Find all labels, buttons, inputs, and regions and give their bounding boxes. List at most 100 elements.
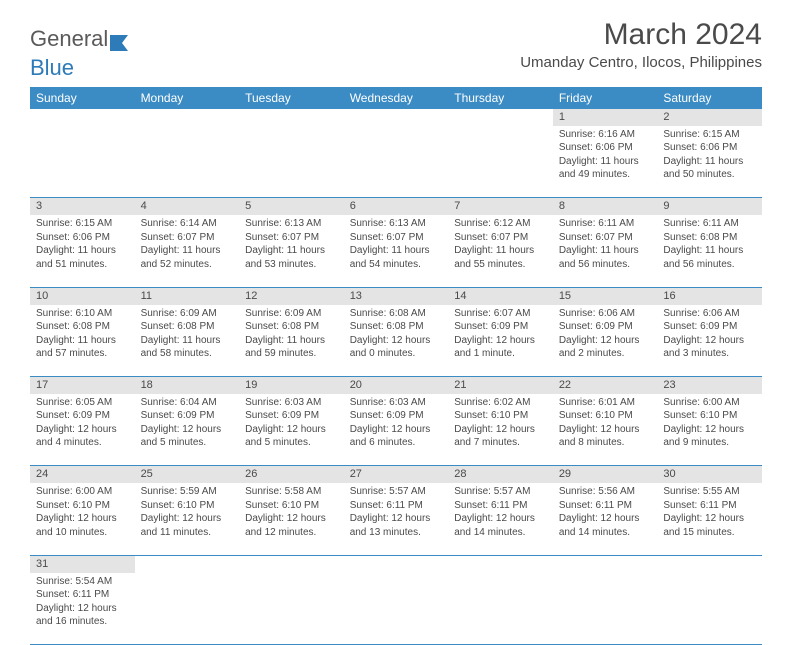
daylight-text: Daylight: 12 hours and 6 minutes.	[350, 423, 443, 450]
daylight-text: Daylight: 12 hours and 14 minutes.	[454, 512, 547, 539]
day-cell: Sunrise: 5:58 AMSunset: 6:10 PMDaylight:…	[239, 483, 344, 555]
day-number-cell	[448, 555, 553, 572]
daylight-text: Daylight: 12 hours and 0 minutes.	[350, 334, 443, 361]
day-number-cell: 30	[657, 466, 762, 483]
sunrise-text: Sunrise: 6:16 AM	[559, 128, 652, 142]
day-cell: Sunrise: 5:57 AMSunset: 6:11 PMDaylight:…	[448, 483, 553, 555]
day-number-cell	[344, 555, 449, 572]
weekday-header: Thursday	[448, 87, 553, 109]
day-number-cell: 15	[553, 287, 658, 304]
day-number-cell: 27	[344, 466, 449, 483]
daylight-text: Daylight: 12 hours and 1 minute.	[454, 334, 547, 361]
weekday-header: Tuesday	[239, 87, 344, 109]
day-number-cell: 2	[657, 109, 762, 126]
sunrise-text: Sunrise: 6:03 AM	[350, 396, 443, 410]
sunset-text: Sunset: 6:08 PM	[350, 320, 443, 334]
sunset-text: Sunset: 6:06 PM	[663, 141, 756, 155]
day-number-cell: 14	[448, 287, 553, 304]
sunrise-text: Sunrise: 5:56 AM	[559, 485, 652, 499]
sunrise-text: Sunrise: 5:57 AM	[350, 485, 443, 499]
logo-flag-icon	[110, 31, 134, 47]
sunrise-text: Sunrise: 5:57 AM	[454, 485, 547, 499]
day-number-row: 17181920212223	[30, 377, 762, 394]
day-number-cell	[553, 555, 658, 572]
day-number-cell: 5	[239, 198, 344, 215]
sunrise-text: Sunrise: 6:15 AM	[663, 128, 756, 142]
day-cell-content: Sunrise: 5:58 AMSunset: 6:10 PMDaylight:…	[239, 483, 344, 543]
sunset-text: Sunset: 6:07 PM	[454, 231, 547, 245]
day-number-cell: 16	[657, 287, 762, 304]
sunrise-text: Sunrise: 6:15 AM	[36, 217, 129, 231]
daylight-text: Daylight: 12 hours and 7 minutes.	[454, 423, 547, 450]
day-number-cell	[239, 555, 344, 572]
day-cell	[448, 573, 553, 645]
daylight-text: Daylight: 12 hours and 11 minutes.	[141, 512, 234, 539]
weekday-header: Saturday	[657, 87, 762, 109]
calendar-table: Sunday Monday Tuesday Wednesday Thursday…	[30, 87, 762, 645]
day-cell-content: Sunrise: 6:15 AMSunset: 6:06 PMDaylight:…	[30, 215, 135, 275]
day-number-cell: 6	[344, 198, 449, 215]
day-cell-content: Sunrise: 6:05 AMSunset: 6:09 PMDaylight:…	[30, 394, 135, 454]
sunset-text: Sunset: 6:10 PM	[36, 499, 129, 513]
daylight-text: Daylight: 12 hours and 3 minutes.	[663, 334, 756, 361]
daylight-text: Daylight: 12 hours and 9 minutes.	[663, 423, 756, 450]
day-number-cell: 8	[553, 198, 658, 215]
day-cell-content: Sunrise: 6:10 AMSunset: 6:08 PMDaylight:…	[30, 305, 135, 365]
sunrise-text: Sunrise: 6:11 AM	[559, 217, 652, 231]
week-row: Sunrise: 6:16 AMSunset: 6:06 PMDaylight:…	[30, 126, 762, 198]
day-cell: Sunrise: 6:00 AMSunset: 6:10 PMDaylight:…	[30, 483, 135, 555]
sunset-text: Sunset: 6:08 PM	[245, 320, 338, 334]
sunrise-text: Sunrise: 6:10 AM	[36, 307, 129, 321]
day-number-cell	[135, 109, 240, 126]
day-cell-content: Sunrise: 6:01 AMSunset: 6:10 PMDaylight:…	[553, 394, 658, 454]
sunset-text: Sunset: 6:10 PM	[245, 499, 338, 513]
weekday-header: Friday	[553, 87, 658, 109]
sunset-text: Sunset: 6:11 PM	[350, 499, 443, 513]
day-cell: Sunrise: 5:57 AMSunset: 6:11 PMDaylight:…	[344, 483, 449, 555]
sunrise-text: Sunrise: 6:02 AM	[454, 396, 547, 410]
day-number-row: 24252627282930	[30, 466, 762, 483]
daylight-text: Daylight: 11 hours and 52 minutes.	[141, 244, 234, 271]
day-cell: Sunrise: 6:09 AMSunset: 6:08 PMDaylight:…	[135, 305, 240, 377]
weekday-header-row: Sunday Monday Tuesday Wednesday Thursday…	[30, 87, 762, 109]
day-cell: Sunrise: 6:11 AMSunset: 6:08 PMDaylight:…	[657, 215, 762, 287]
day-cell	[30, 126, 135, 198]
sunset-text: Sunset: 6:09 PM	[454, 320, 547, 334]
sunset-text: Sunset: 6:11 PM	[559, 499, 652, 513]
sunset-text: Sunset: 6:07 PM	[350, 231, 443, 245]
day-number-cell	[448, 109, 553, 126]
day-number-cell: 25	[135, 466, 240, 483]
day-number-row: 3456789	[30, 198, 762, 215]
sunrise-text: Sunrise: 6:03 AM	[245, 396, 338, 410]
weekday-header: Monday	[135, 87, 240, 109]
sunset-text: Sunset: 6:11 PM	[454, 499, 547, 513]
sunrise-text: Sunrise: 5:55 AM	[663, 485, 756, 499]
day-cell-content: Sunrise: 6:13 AMSunset: 6:07 PMDaylight:…	[344, 215, 449, 275]
day-number-row: 12	[30, 109, 762, 126]
day-cell: Sunrise: 6:09 AMSunset: 6:08 PMDaylight:…	[239, 305, 344, 377]
day-number-cell: 28	[448, 466, 553, 483]
daylight-text: Daylight: 12 hours and 5 minutes.	[245, 423, 338, 450]
sunrise-text: Sunrise: 5:59 AM	[141, 485, 234, 499]
daylight-text: Daylight: 11 hours and 56 minutes.	[559, 244, 652, 271]
day-number-cell: 13	[344, 287, 449, 304]
day-cell: Sunrise: 6:03 AMSunset: 6:09 PMDaylight:…	[239, 394, 344, 466]
day-cell	[553, 573, 658, 645]
day-cell: Sunrise: 6:06 AMSunset: 6:09 PMDaylight:…	[553, 305, 658, 377]
day-number-cell: 21	[448, 377, 553, 394]
day-cell: Sunrise: 6:11 AMSunset: 6:07 PMDaylight:…	[553, 215, 658, 287]
day-cell	[657, 573, 762, 645]
sunrise-text: Sunrise: 6:01 AM	[559, 396, 652, 410]
sunrise-text: Sunrise: 6:12 AM	[454, 217, 547, 231]
day-cell: Sunrise: 6:16 AMSunset: 6:06 PMDaylight:…	[553, 126, 658, 198]
sunrise-text: Sunrise: 6:06 AM	[559, 307, 652, 321]
sunset-text: Sunset: 6:09 PM	[141, 409, 234, 423]
daylight-text: Daylight: 12 hours and 16 minutes.	[36, 602, 129, 629]
daylight-text: Daylight: 12 hours and 15 minutes.	[663, 512, 756, 539]
day-cell-content: Sunrise: 6:04 AMSunset: 6:09 PMDaylight:…	[135, 394, 240, 454]
daylight-text: Daylight: 12 hours and 8 minutes.	[559, 423, 652, 450]
day-number-cell	[657, 555, 762, 572]
week-row: Sunrise: 6:00 AMSunset: 6:10 PMDaylight:…	[30, 483, 762, 555]
sunrise-text: Sunrise: 6:07 AM	[454, 307, 547, 321]
day-cell: Sunrise: 6:12 AMSunset: 6:07 PMDaylight:…	[448, 215, 553, 287]
